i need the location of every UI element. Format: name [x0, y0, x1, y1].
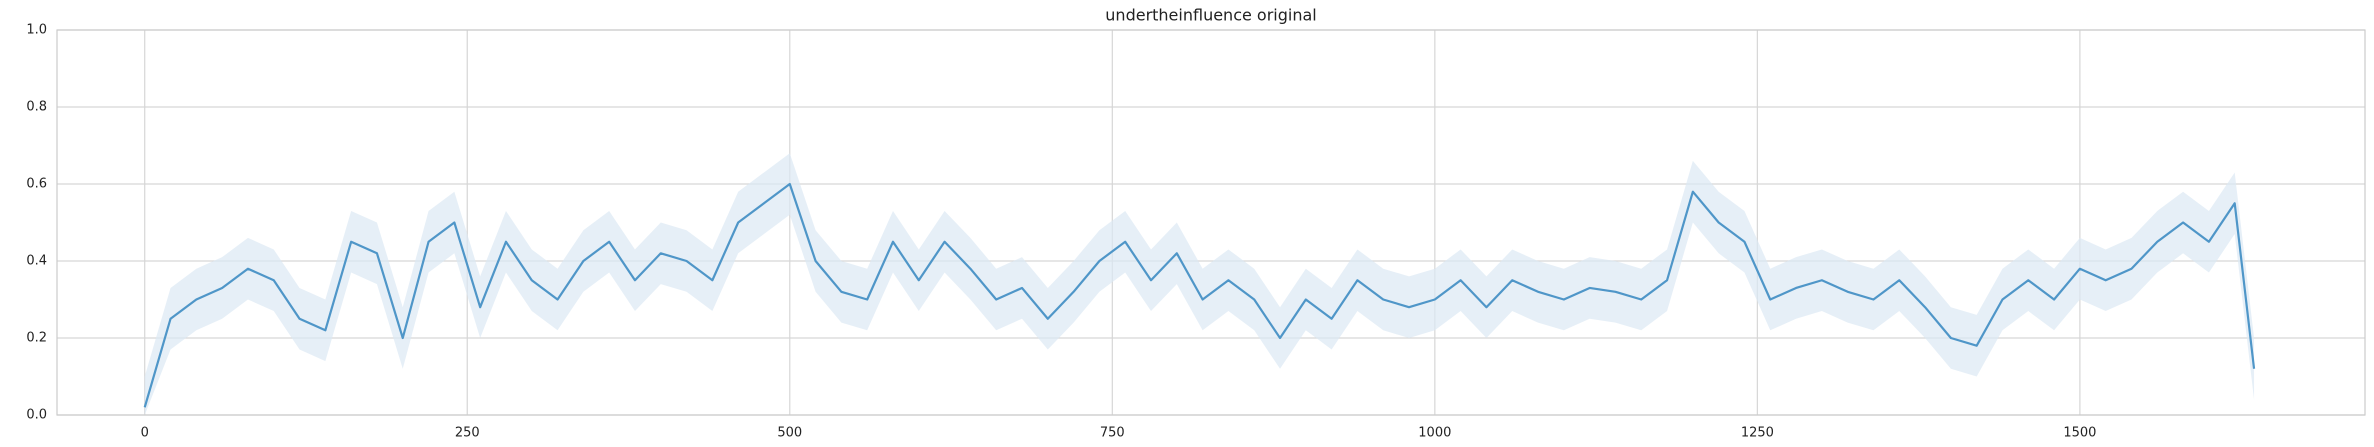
y-tick-label: 1.0 [26, 23, 47, 38]
x-tick-label: 250 [455, 426, 480, 441]
confidence-band [144, 153, 2255, 415]
chart-title: undertheinfluence original [1105, 6, 1316, 25]
y-tick-label: 0.6 [26, 177, 47, 192]
y-tick-label: 0.4 [26, 254, 47, 269]
x-tick-label: 500 [777, 426, 802, 441]
x-tick-label: 1250 [1741, 426, 1774, 441]
y-tick-label: 0.2 [26, 331, 47, 346]
y-tick-label: 0.0 [26, 408, 47, 423]
x-tick-label: 750 [1100, 426, 1125, 441]
plot-frame [56, 29, 2366, 416]
x-tick-label: 0 [141, 426, 149, 441]
line [143, 182, 2256, 408]
x-tick-label: 1500 [2063, 426, 2096, 441]
x-tick-label: 1000 [1418, 426, 1451, 441]
y-tick-label: 0.8 [26, 100, 47, 115]
